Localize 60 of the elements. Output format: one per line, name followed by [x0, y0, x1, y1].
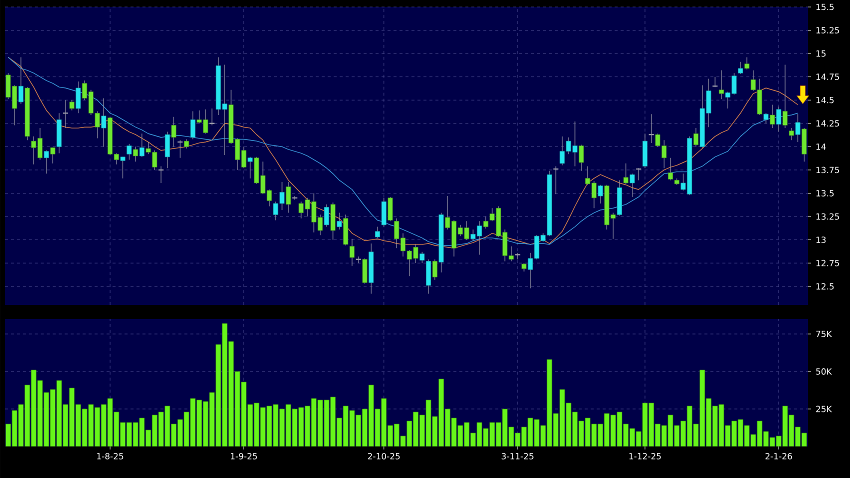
candlestick [350, 238, 355, 266]
y-tick-label: 14.5 [816, 96, 834, 104]
y-tick-label: 13.5 [816, 190, 834, 196]
candlestick [139, 133, 144, 158]
candlestick [69, 100, 74, 111]
candlestick [76, 81, 81, 114]
candlestick [248, 156, 253, 179]
x-tick-label: 1-8-25 [97, 453, 124, 460]
y-tick-label: 15 [816, 50, 826, 57]
candlestick [630, 173, 635, 198]
candlestick [18, 56, 24, 104]
y-tick-label: 25K [816, 406, 832, 412]
candlestick [120, 156, 126, 179]
y-tick-label: 15.25 [816, 27, 840, 34]
candlestick [668, 158, 673, 180]
y-tick-label: 12.5 [816, 283, 834, 290]
x-tick-label: 2-10-25 [368, 453, 400, 460]
candlestick [133, 146, 138, 162]
candlestick [744, 56, 750, 70]
y-tick-label: 13.25 [816, 213, 840, 220]
candlestick [171, 116, 176, 147]
candlestick [420, 252, 425, 264]
candlestick [763, 112, 768, 124]
y-tick-label: 50K [816, 368, 832, 375]
candlestick [718, 70, 724, 100]
x-tick-label: 1-9-25 [230, 453, 257, 460]
candlestick [598, 184, 603, 204]
candlestick [164, 131, 170, 168]
candlestick [375, 226, 380, 238]
candlestick [101, 98, 106, 147]
candlestick [126, 144, 132, 160]
y-tick-label: 13 [816, 236, 826, 244]
candlestick [381, 198, 386, 228]
candlestick [738, 62, 743, 74]
y-tick-label: 75K [816, 330, 832, 338]
candlestick [788, 128, 794, 140]
candlestick [44, 150, 49, 174]
candlestick [483, 216, 488, 229]
candlestick [388, 196, 393, 222]
x-tick-label: 1-12-25 [629, 453, 661, 460]
y-tick-label: 14.25 [816, 120, 840, 127]
y-tick-label: 15.5 [816, 4, 834, 10]
candlestick [623, 163, 628, 184]
candlestick [50, 147, 56, 164]
y-tick-label: 13.75 [816, 166, 840, 174]
y-tick-label: 12.75 [816, 260, 840, 266]
candlestick [782, 64, 788, 128]
candlestick [795, 114, 800, 142]
candlestick [190, 110, 196, 140]
candlestick [324, 204, 330, 228]
candlestick [770, 104, 775, 128]
candlestick [776, 106, 782, 132]
candlestick [693, 128, 698, 147]
candlestick [578, 144, 584, 172]
x-tick-label: 2-1-26 [766, 453, 792, 460]
y-tick-label: 14.75 [816, 74, 840, 80]
candlestick [432, 259, 438, 280]
x-tick-label: 3-11-25 [502, 453, 534, 460]
candlestick [336, 212, 342, 230]
y-tick-label: 14 [816, 144, 826, 150]
